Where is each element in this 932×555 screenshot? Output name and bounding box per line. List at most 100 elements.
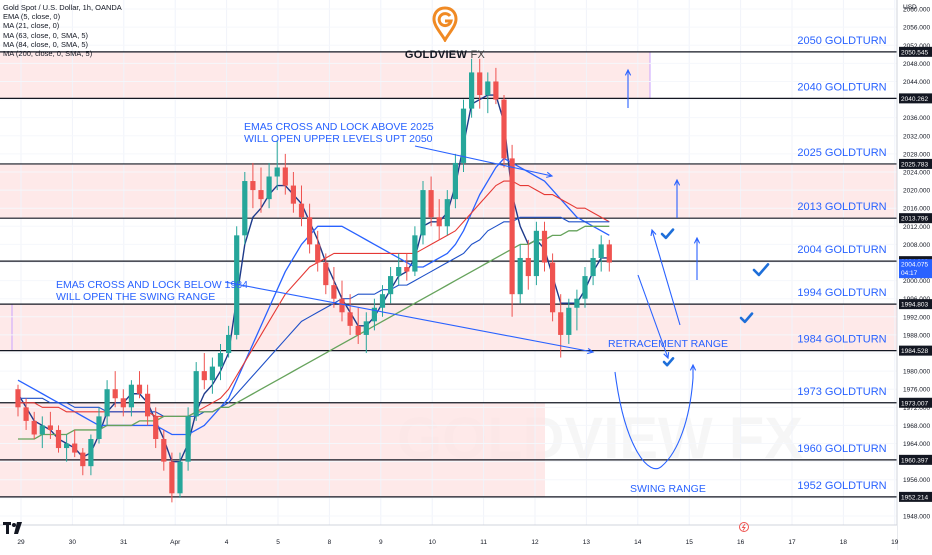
candle-body[interactable] <box>153 416 159 440</box>
candle-body[interactable] <box>112 389 118 399</box>
candle-body[interactable] <box>363 321 369 335</box>
time-tick-label: 13 <box>583 539 591 546</box>
candle-body[interactable] <box>15 389 21 408</box>
legend-ma21[interactable]: MA (21, close, 0) <box>3 21 60 31</box>
candle-body[interactable] <box>388 276 394 295</box>
candle-body[interactable] <box>88 439 94 467</box>
price-marker[interactable] <box>899 491 932 502</box>
candle-body[interactable] <box>371 307 377 322</box>
price-marker[interactable] <box>899 93 932 104</box>
candle-body[interactable] <box>250 181 256 191</box>
legend-ma63[interactable]: MA (63, close, 0, SMA, 5) <box>3 30 89 40</box>
candle-body[interactable] <box>161 439 167 462</box>
candle-body[interactable] <box>404 267 410 272</box>
candle-body[interactable] <box>396 267 402 277</box>
candle-body[interactable] <box>590 257 596 277</box>
candle-body[interactable] <box>436 217 442 227</box>
candle-body[interactable] <box>315 244 321 263</box>
candle-body[interactable] <box>177 461 183 494</box>
candle-body[interactable] <box>355 325 361 335</box>
demand-zone <box>0 402 545 497</box>
candle-body[interactable] <box>477 72 483 96</box>
candle-body[interactable] <box>290 185 296 204</box>
candle-body[interactable] <box>452 162 458 200</box>
candle-body[interactable] <box>525 257 531 277</box>
candle-body[interactable] <box>104 389 110 417</box>
candle-body[interactable] <box>331 285 337 299</box>
candle-body[interactable] <box>128 384 134 408</box>
candle-body[interactable] <box>64 443 70 449</box>
candle-body[interactable] <box>509 158 515 295</box>
candle-body[interactable] <box>201 371 207 381</box>
legend-ma200[interactable]: MA (200, close, 0, SMA, 5) <box>3 49 93 59</box>
candle-body[interactable] <box>31 420 37 435</box>
candle-body[interactable] <box>444 199 450 227</box>
candle-body[interactable] <box>558 312 564 335</box>
goldview-logo: GOLDVIEW FX <box>395 6 495 61</box>
candle-body[interactable] <box>120 398 126 408</box>
price-marker[interactable] <box>899 454 932 465</box>
candle-body[interactable] <box>339 298 345 313</box>
price-tick-label: 2044.000 <box>903 79 930 86</box>
last-price-marker[interactable] <box>899 259 932 279</box>
legend-ma84[interactable]: MA (84, close, 0, SMA, 5) <box>3 39 89 49</box>
price-marker[interactable] <box>899 213 932 224</box>
time-axis[interactable] <box>0 525 897 550</box>
price-marker[interactable] <box>899 46 932 57</box>
candle-body[interactable] <box>574 298 580 308</box>
candle-body[interactable] <box>428 190 434 218</box>
candle-body[interactable] <box>282 167 288 186</box>
candle-body[interactable] <box>234 235 240 335</box>
candle-body[interactable] <box>209 366 215 381</box>
candle-body[interactable] <box>517 257 523 295</box>
candle-body[interactable] <box>298 203 305 218</box>
price-marker[interactable] <box>899 299 932 310</box>
candle-body[interactable] <box>96 416 102 440</box>
candle-body[interactable] <box>541 230 548 263</box>
candle-body[interactable] <box>598 244 604 258</box>
lightning-icon[interactable] <box>739 522 749 532</box>
price-marker[interactable] <box>899 158 932 169</box>
candle-body[interactable] <box>606 244 612 263</box>
tradingview-icon <box>3 522 22 534</box>
level-label: 2004 GOLDTURN <box>797 244 886 256</box>
candle-body[interactable] <box>379 294 386 308</box>
candle-body[interactable] <box>169 461 175 494</box>
candle-body[interactable] <box>185 416 191 462</box>
candle-body[interactable] <box>242 181 248 236</box>
candle-body[interactable] <box>460 108 467 163</box>
candle-body[interactable] <box>72 443 78 453</box>
candle-body[interactable] <box>136 384 143 394</box>
candle-body[interactable] <box>469 72 475 109</box>
candle-body[interactable] <box>566 307 572 335</box>
candle-body[interactable] <box>55 429 62 449</box>
candle-body[interactable] <box>23 407 29 421</box>
candle-body[interactable] <box>274 167 280 177</box>
tradingview-logo[interactable] <box>3 522 25 536</box>
candle-body[interactable] <box>533 230 539 277</box>
candle-body[interactable] <box>145 393 151 417</box>
candle-body[interactable] <box>493 81 499 100</box>
candle-body[interactable] <box>80 452 86 467</box>
candle-body[interactable] <box>582 276 588 299</box>
candle-body[interactable] <box>217 353 224 367</box>
candle-body[interactable] <box>323 262 329 286</box>
candle-body[interactable] <box>485 81 491 96</box>
candle-body[interactable] <box>39 425 45 435</box>
candle-body[interactable] <box>501 99 507 159</box>
candle-body[interactable] <box>266 176 272 200</box>
candle-body[interactable] <box>307 217 313 245</box>
candle-body[interactable] <box>412 235 418 272</box>
candle-body[interactable] <box>47 425 53 430</box>
candle-body[interactable] <box>550 262 556 313</box>
candle-body[interactable] <box>226 334 232 354</box>
candle-body[interactable] <box>193 371 199 417</box>
legend-ema5[interactable]: EMA (5, close, 0) <box>3 12 61 22</box>
candle-body[interactable] <box>258 190 264 200</box>
upper-note-arrow <box>414 145 553 177</box>
price-marker[interactable] <box>899 345 932 356</box>
candle-body[interactable] <box>347 312 353 326</box>
price-marker[interactable] <box>899 397 932 408</box>
candle-body[interactable] <box>420 190 426 236</box>
